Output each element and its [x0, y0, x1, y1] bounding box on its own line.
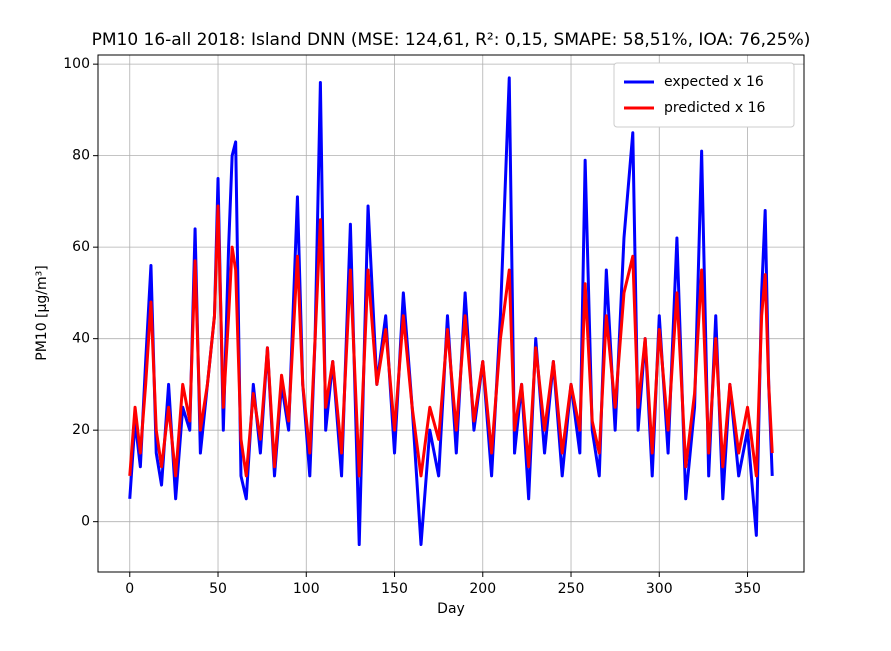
plot-lines — [128, 76, 774, 547]
y-tick-label: 0 — [81, 514, 90, 530]
series-line — [128, 76, 774, 547]
chart-title: PM10 16-all 2018: Island DNN (MSE: 124,6… — [92, 30, 811, 50]
legend-label: expected x 16 — [664, 74, 764, 90]
x-tick-label: 150 — [381, 581, 408, 597]
plot-frame — [97, 54, 805, 573]
legend-box — [613, 62, 795, 128]
series-line — [128, 204, 774, 478]
y-tick-label: 80 — [72, 148, 90, 164]
y-axis-label: PM10 [μg/m³] — [34, 265, 50, 360]
y-tick-label: 40 — [72, 331, 90, 347]
y-tick-label: 100 — [63, 56, 90, 72]
x-tick-label: 300 — [646, 581, 673, 597]
y-tick-label: 20 — [72, 422, 90, 438]
x-tick-label: 250 — [558, 581, 585, 597]
legend-label: predicted x 16 — [664, 100, 766, 116]
x-tick-label: 0 — [125, 581, 134, 597]
x-axis-label: Day — [437, 601, 465, 617]
x-tick-label: 200 — [469, 581, 496, 597]
x-tick-label: 350 — [734, 581, 761, 597]
x-tick-label: 50 — [209, 581, 227, 597]
x-tick-label: 100 — [293, 581, 320, 597]
y-tick-label: 60 — [72, 239, 90, 255]
